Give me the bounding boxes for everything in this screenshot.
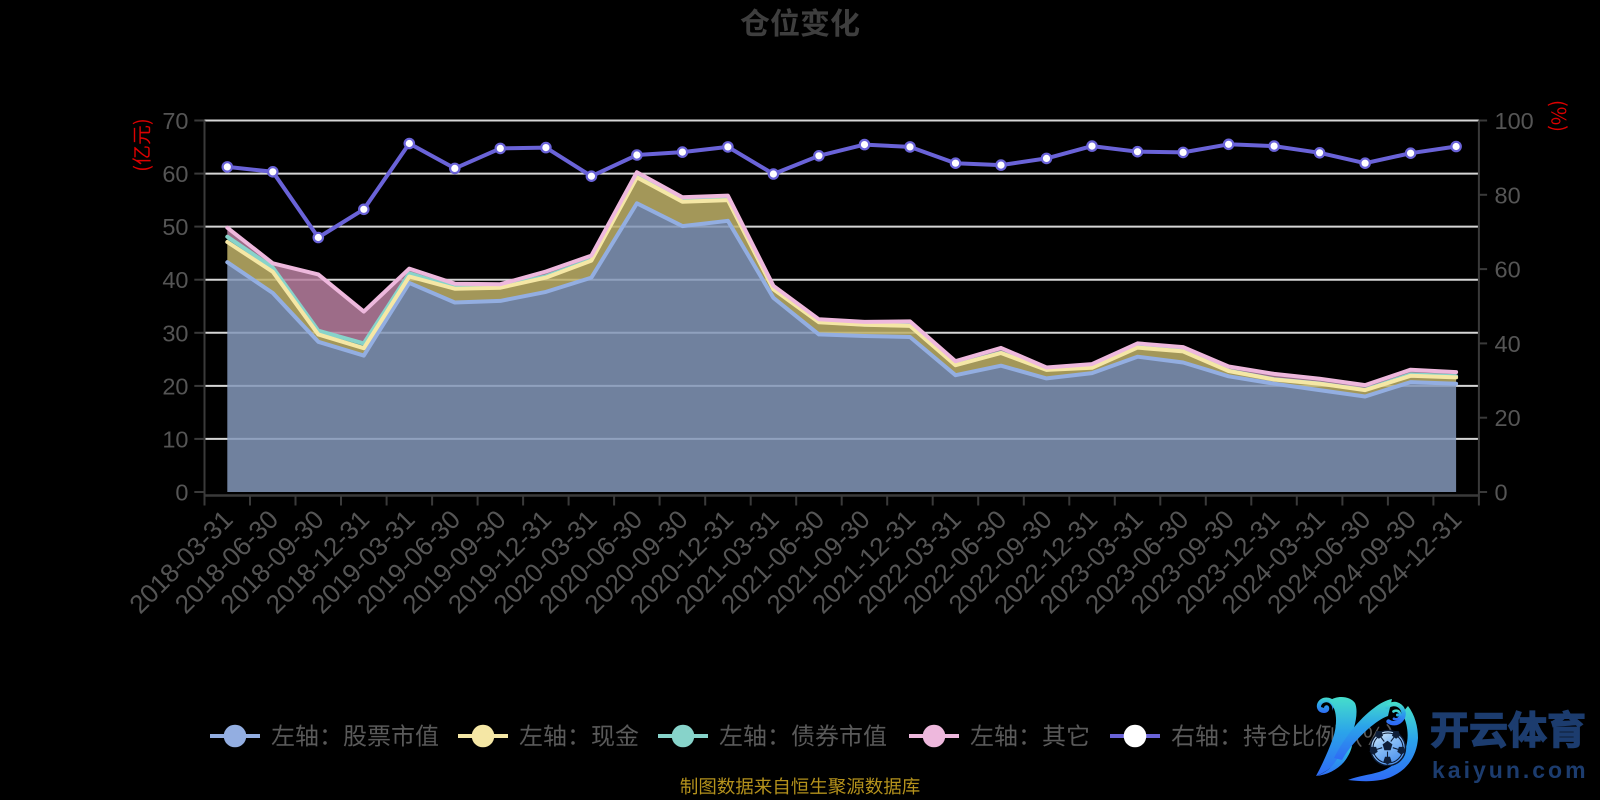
svg-text:60: 60 xyxy=(162,161,188,187)
svg-text:50: 50 xyxy=(162,214,188,240)
svg-text:70: 70 xyxy=(162,108,188,134)
svg-text:30: 30 xyxy=(162,320,188,346)
svg-text:80: 80 xyxy=(1495,182,1521,208)
svg-text:60: 60 xyxy=(1495,257,1521,283)
svg-text:20: 20 xyxy=(162,373,188,399)
svg-text:20: 20 xyxy=(1495,405,1521,431)
svg-text:100: 100 xyxy=(1495,108,1534,134)
svg-text:10: 10 xyxy=(162,426,188,452)
svg-text:0: 0 xyxy=(175,480,188,506)
svg-text:40: 40 xyxy=(1495,331,1521,357)
svg-text:40: 40 xyxy=(162,267,188,293)
svg-text:0: 0 xyxy=(1495,480,1508,506)
svg-text:kaiyun.com: kaiyun.com xyxy=(1432,757,1589,783)
